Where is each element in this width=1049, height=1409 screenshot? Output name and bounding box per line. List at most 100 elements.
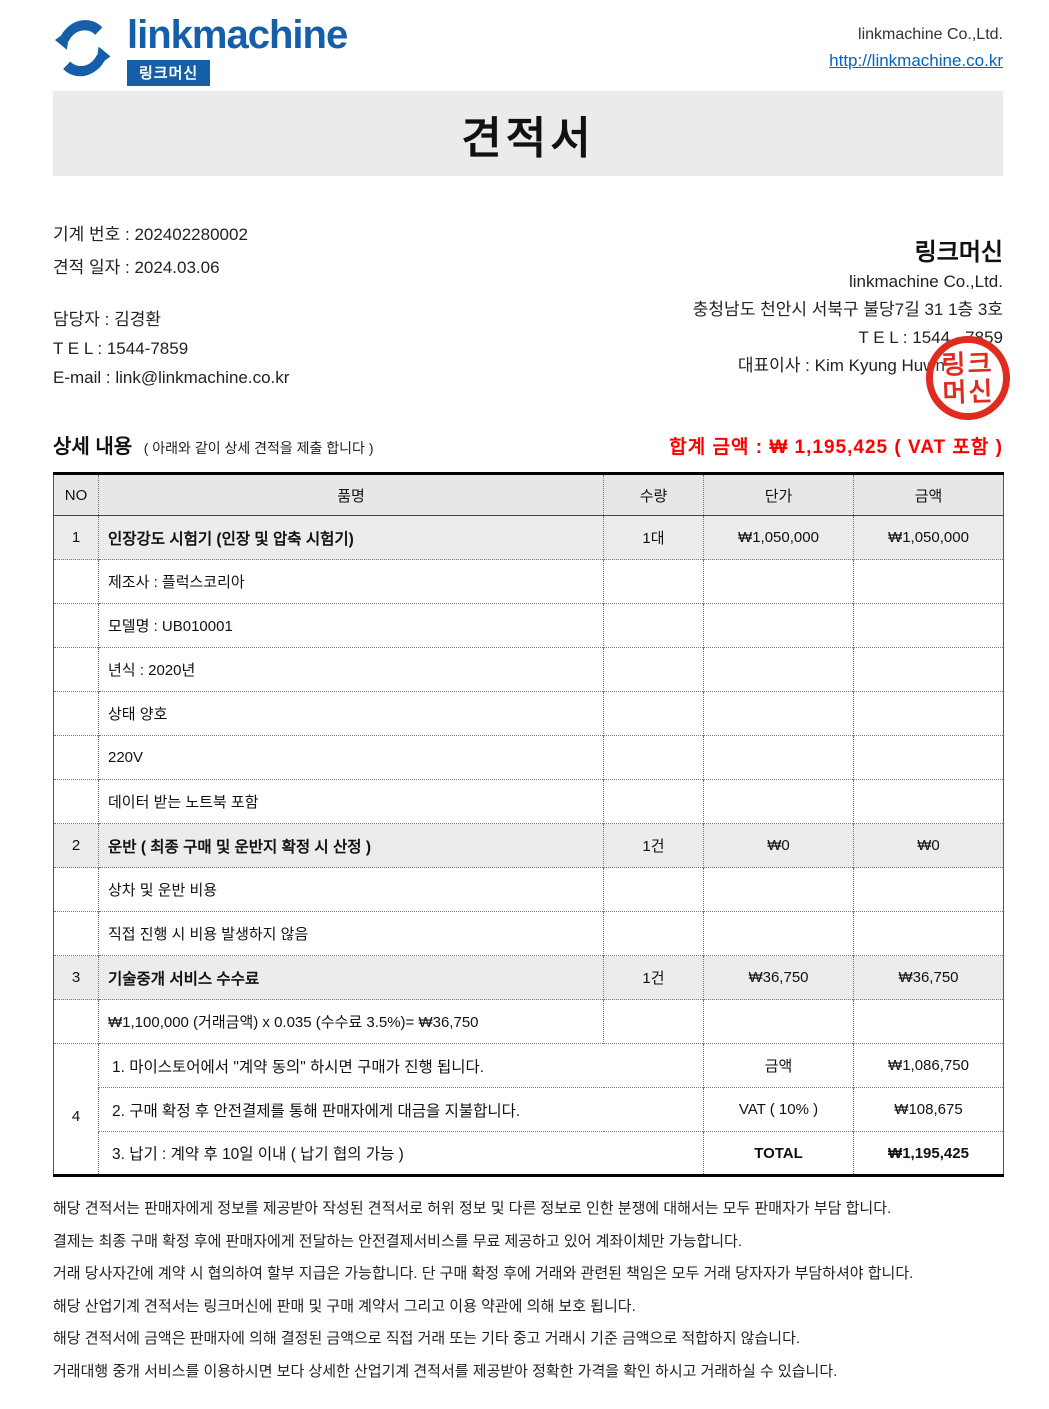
row-item-name: 상태 양호 (98, 691, 604, 736)
row-amount: ₩36,750 (853, 955, 1004, 1000)
row-qty (603, 867, 704, 912)
contact-line: E-mail : link@linkmachine.co.kr (53, 368, 290, 387)
col-header-unit-price: 단가 (703, 473, 854, 516)
terms-note-3: 3. 납기 : 계약 후 10일 이내 ( 납기 협의 가능 ) (98, 1131, 704, 1176)
header-company-info: linkmachine Co.,Ltd. http://linkmachine.… (829, 12, 1003, 74)
meta-line: 견적 일자 : 2024.03.06 (53, 258, 220, 277)
table-row: 모델명 : UB010001 (53, 603, 1004, 648)
terms-row-1: 4 1. 마이스토어에서 "계약 동의" 하시면 구매가 진행 됩니다. 금액 … (53, 1043, 1004, 1176)
row-qty (603, 911, 704, 956)
row-item-name: 직접 진행 시 비용 발생하지 않음 (98, 911, 604, 956)
brand-wordmark: linkmachine (127, 13, 348, 57)
row-unit-price (703, 735, 854, 780)
footer-note-line: 해당 견적서에 금액은 판매자에 의해 결정된 금액으로 직접 거래 또는 기타… (53, 1330, 801, 1347)
quote-meta-section: 기계 번호 : 202402280002 견적 일자 : 2024.03.06 … (53, 218, 1012, 422)
row-qty (603, 735, 704, 780)
seller-ceo-line: 대표이사 : Kim Kyung Huwn (737, 356, 945, 375)
contact-line: T E L : 1544-7859 (53, 339, 189, 358)
table-row: ₩1,100,000 (거래금액) x 0.035 (수수료 3.5%)= ₩3… (53, 999, 1004, 1044)
row-amount (853, 867, 1004, 912)
row-amount (853, 999, 1004, 1044)
quote-meta-left: 기계 번호 : 202402280002 견적 일자 : 2024.03.06 … (53, 218, 289, 396)
row-item-name: 상차 및 운반 비용 (98, 867, 604, 912)
summary-label-total: TOTAL (703, 1131, 854, 1176)
table-row: 제조사 : 플럭스코리아 (53, 559, 1004, 604)
quote-table-head: NO 품명 수량 단가 금액 (53, 473, 1004, 516)
col-header-qty: 수량 (603, 473, 704, 516)
row-no (53, 603, 99, 648)
col-header-no: NO (53, 473, 99, 516)
row-item-name: 제조사 : 플럭스코리아 (98, 559, 604, 604)
row-item-name: 인장강도 시험기 (인장 및 압축 시험기) (98, 515, 604, 560)
row-unit-price (703, 779, 854, 824)
col-header-name: 품명 (98, 473, 604, 516)
seller-block: 링크머신 linkmachine Co.,Ltd. 충청남도 천안시 서북구 불… (693, 218, 1003, 396)
row-no: 3 (53, 955, 99, 1000)
terms-no: 4 (53, 1043, 99, 1176)
row-amount (853, 559, 1004, 604)
details-title: 상세 내용 (53, 436, 133, 458)
row-unit-price (703, 559, 854, 604)
company-website-link[interactable]: http://linkmachine.co.kr (829, 51, 1003, 70)
col-header-amount: 금액 (853, 473, 1004, 516)
logo-text-stack: linkmachine 링크머신 (127, 12, 348, 86)
table-row: 상태 양호 (53, 691, 1004, 736)
row-item-name: 기술중개 서비스 수수료 (98, 955, 604, 1000)
row-no (53, 691, 99, 736)
seal-text-top: 링크 (941, 348, 994, 380)
row-qty (603, 691, 704, 736)
details-heading-row: 상세 내용 ( 아래와 같이 상세 견적을 제출 합니다 ) 합계 금액 : ₩… (53, 430, 1003, 459)
quote-table: NO 품명 수량 단가 금액 1 인장강도 시험기 (인장 및 압축 시험기) … (53, 472, 1004, 1177)
quote-table-wrap: NO 품명 수량 단가 금액 1 인장강도 시험기 (인장 및 압축 시험기) … (53, 472, 1004, 1177)
circular-arrows-logo-icon (54, 20, 111, 77)
row-no (53, 559, 99, 604)
footer-note-line: 거래대행 중개 서비스를 이용하시면 보다 상세한 산업기계 견적서를 제공받아… (53, 1362, 838, 1380)
row-unit-price: ₩1,050,000 (703, 515, 854, 560)
footer-notes: 해당 견적서는 판매자에게 정보를 제공받아 작성된 견적서로 허위 정보 및 … (53, 1193, 1003, 1388)
row-amount: ₩0 (853, 823, 1004, 868)
title-banner: 견적서 (53, 91, 1003, 176)
terms-note-1: 1. 마이스토어에서 "계약 동의" 하시면 구매가 진행 됩니다. (98, 1043, 704, 1088)
table-row: 220V (53, 735, 1004, 780)
terms-row-3: 3. 납기 : 계약 후 10일 이내 ( 납기 협의 가능 ) TOTAL ₩… (54, 1131, 1004, 1176)
meta-line: 기계 번호 : 202402280002 (53, 225, 248, 244)
row-no (53, 647, 99, 692)
row-amount (853, 735, 1004, 780)
row-qty: 1건 (603, 955, 704, 1000)
row-amount: ₩1,050,000 (853, 515, 1004, 560)
row-unit-price (703, 911, 854, 956)
brand-badge: 링크머신 (127, 60, 211, 86)
details-subtitle: ( 아래와 같이 상세 견적을 제출 합니다 ) (143, 440, 374, 456)
row-amount (853, 691, 1004, 736)
row-qty (603, 603, 704, 648)
terms-note-2: 2. 구매 확정 후 안전결제를 통해 판매자에게 대금을 지불합니다. (98, 1087, 704, 1132)
row-item-name: 년식 : 2020년 (98, 647, 604, 692)
seller-line: 충청남도 천안시 서북구 불당7길 31 1층 3호 (692, 300, 1003, 319)
terms-row-2: 2. 구매 확정 후 안전결제를 통해 판매자에게 대금을 지불합니다. VAT… (54, 1087, 1004, 1132)
meta-gap (53, 284, 289, 305)
row-qty: 1대 (603, 515, 704, 560)
row-unit-price (703, 999, 854, 1044)
page-header: linkmachine 링크머신 linkmachine Co.,Ltd. ht… (53, 0, 1003, 86)
footer-note-line: 해당 산업기계 견적서는 링크머신에 판매 및 구매 계약서 그리고 이용 약관… (53, 1297, 636, 1315)
row-no (53, 779, 99, 824)
row-qty (603, 559, 704, 604)
seller-name: 링크머신 (914, 239, 1003, 266)
footer-note-line: 거래 당사자간에 계약 시 협의하여 할부 지급은 가능합니다. 단 구매 확정… (53, 1265, 914, 1282)
row-unit-price (703, 867, 854, 912)
page-title: 견적서 (461, 113, 595, 163)
contact-line: 담당자 : 김경환 (53, 310, 162, 329)
row-unit-price (703, 647, 854, 692)
summary-value-total: ₩1,195,425 (853, 1131, 1004, 1176)
summary-value-vat: ₩108,675 (853, 1087, 1004, 1132)
linkmachine-logo: linkmachine 링크머신 (53, 12, 348, 86)
table-row: 데이터 받는 노트북 포함 (53, 779, 1004, 824)
row-item-name: 모델명 : UB010001 (98, 603, 604, 648)
details-heading: 상세 내용 ( 아래와 같이 상세 견적을 제출 합니다 ) (53, 430, 374, 459)
footer-note-line: 해당 견적서는 판매자에게 정보를 제공받아 작성된 견적서로 허위 정보 및 … (53, 1200, 892, 1217)
row-unit-price: ₩0 (703, 823, 854, 868)
grand-total-summary: 합계 금액 : ₩ 1,195,425 ( VAT 포함 ) (669, 437, 1003, 458)
row-no (53, 999, 99, 1044)
row-qty: 1건 (603, 823, 704, 868)
